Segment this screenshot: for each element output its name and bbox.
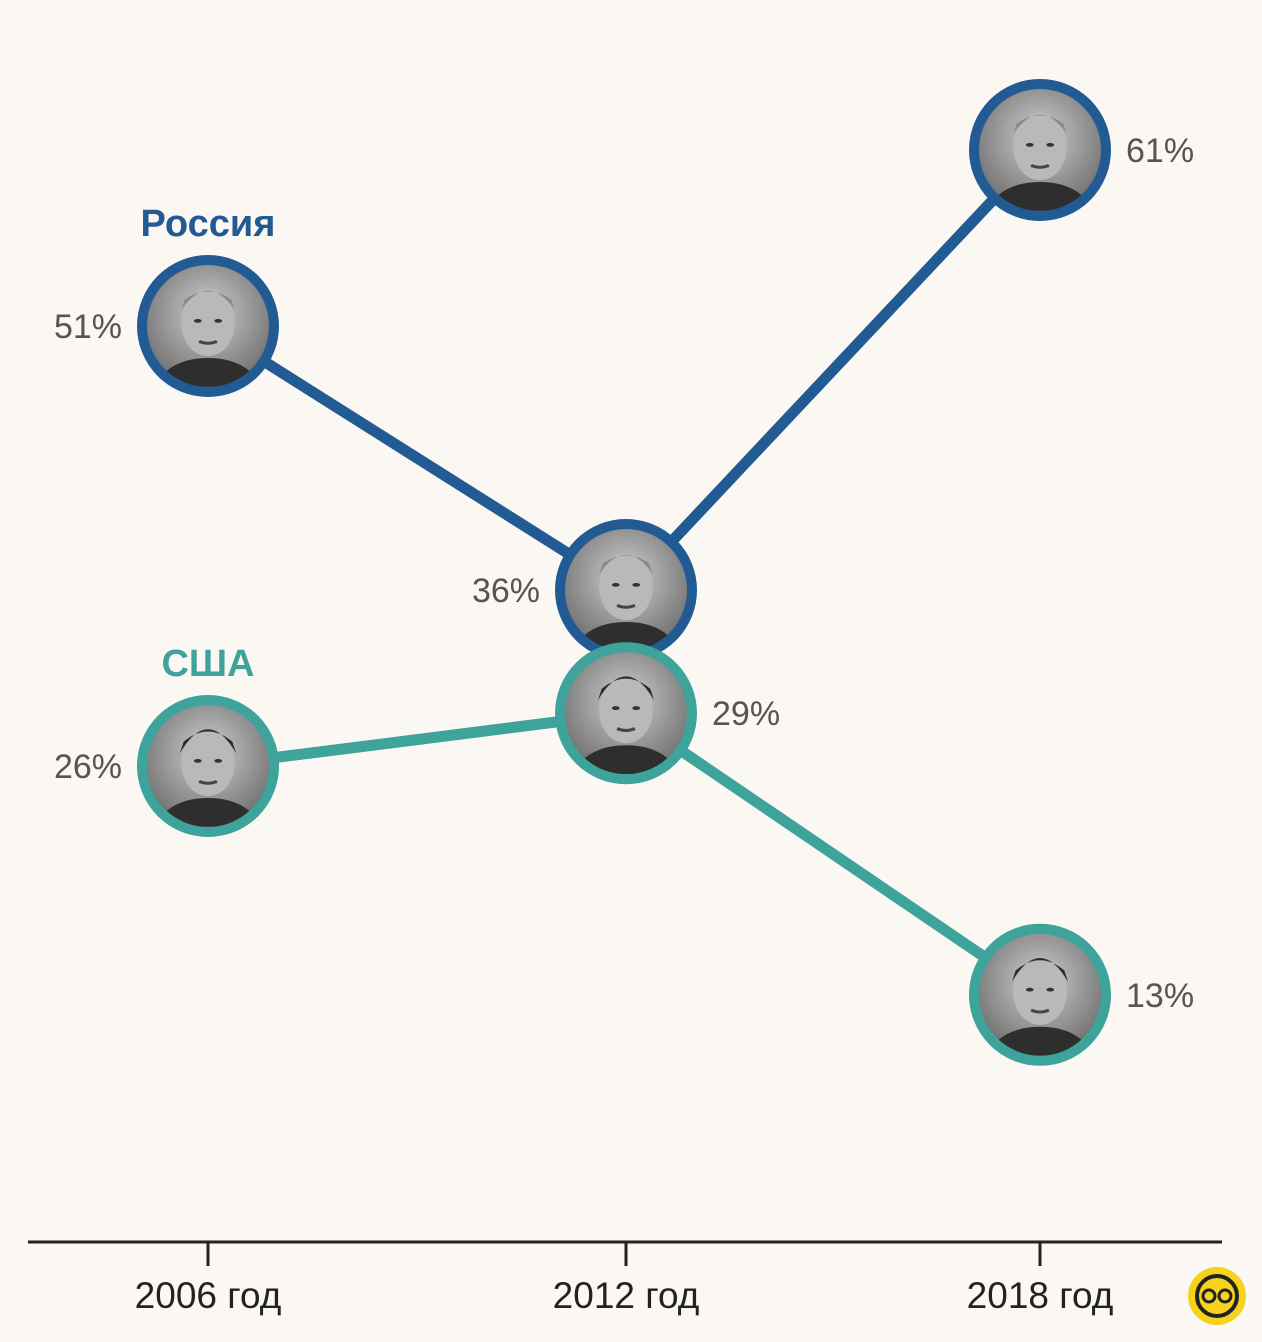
value-label: 51% (54, 308, 122, 346)
x-axis: 2006 год 2012 год 2018 год (28, 1240, 1222, 1316)
value-label: 26% (54, 748, 122, 786)
x-tick-label: 2006 год (135, 1275, 282, 1316)
data-point-ring (969, 79, 1111, 221)
series-name-label: США (161, 643, 254, 685)
portrait-musk (976, 930, 1104, 1059)
value-labels: 51% 36% 61% Россия 26% 29% 13% США (54, 132, 1194, 1015)
data-point (969, 79, 1111, 221)
x-tick-label: 2018 год (967, 1275, 1114, 1316)
value-label: 36% (472, 572, 540, 610)
logo-badge-icon (1188, 1267, 1246, 1325)
data-points (137, 79, 1111, 1066)
series-name-label: Россия (141, 203, 276, 245)
data-point (137, 255, 279, 397)
portrait-musk (144, 702, 272, 830)
portrait-rogozin (144, 262, 272, 390)
value-label: 13% (1126, 977, 1194, 1015)
data-point (555, 519, 697, 661)
data-point (137, 695, 279, 837)
value-label: 29% (712, 695, 780, 733)
portrait-rogozin (562, 526, 690, 654)
data-point (555, 642, 697, 785)
data-point-ring (137, 695, 279, 837)
portrait-musk (562, 649, 690, 778)
data-point-ring (137, 255, 279, 397)
data-point-ring (969, 923, 1111, 1066)
data-point-ring (555, 642, 697, 785)
x-tick-label: 2012 год (553, 1275, 700, 1316)
portrait-rogozin (976, 86, 1104, 214)
data-point (969, 923, 1111, 1066)
value-label: 61% (1126, 132, 1194, 170)
